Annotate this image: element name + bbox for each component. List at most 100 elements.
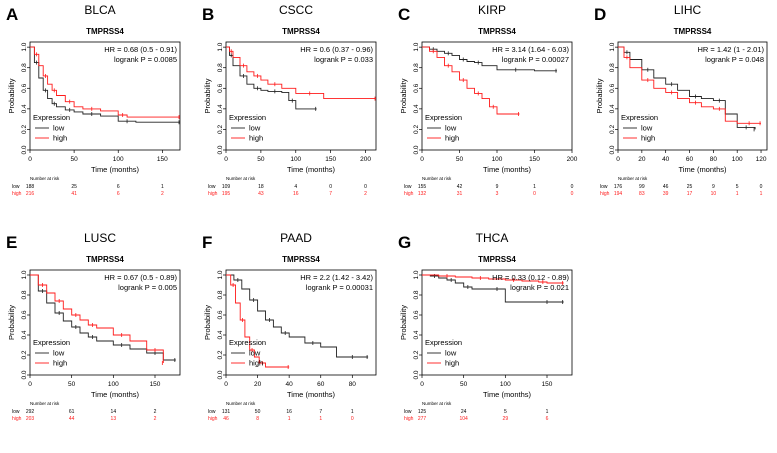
risk-high-count: 3	[496, 191, 499, 197]
risk-low-count: 46	[663, 184, 669, 190]
y-axis-label: Probability	[399, 78, 408, 113]
risk-high-count: 0	[351, 416, 354, 422]
risk-low-count: 109	[222, 184, 231, 190]
y-tick-label: 0.0	[609, 145, 616, 154]
panel-letter: C	[398, 5, 410, 24]
panel-cscc: B CSCC TMPRSS4 0.0 0.2 0.4 0.6 0.8 1.0 Probabilit…	[202, 3, 377, 197]
cancer-title: LIHC	[674, 3, 702, 17]
risk-low-count: 1	[546, 409, 549, 415]
y-axis-label: Probability	[399, 305, 408, 340]
y-tick-label: 0.4	[413, 330, 420, 339]
hazard-ratio: HR = 0.68 (0.5 - 0.91)	[104, 45, 177, 54]
hazard-ratio: HR = 0.33 (0.12 - 0.89)	[492, 273, 569, 282]
risk-high-count: 83	[639, 191, 645, 197]
risk-low-count: 176	[614, 184, 623, 190]
x-tick-label: 50	[71, 156, 79, 163]
x-axis-label: Time (months)	[91, 390, 140, 399]
x-tick-label: 150	[529, 156, 540, 163]
y-tick-label: 0.4	[217, 104, 224, 113]
risk-high-count: 46	[223, 416, 229, 422]
panel-letter: B	[202, 5, 214, 24]
y-tick-label: 0.2	[21, 350, 28, 359]
y-tick-label: 0.4	[217, 330, 224, 339]
y-tick-label: 1.0	[609, 42, 616, 51]
x-tick-label: 100	[108, 381, 119, 388]
risk-high-count: 203	[26, 416, 35, 422]
y-tick-label: 0.4	[609, 104, 616, 113]
risk-low-count: 0	[364, 184, 367, 190]
x-tick-label: 0	[420, 381, 424, 388]
risk-high-count: 277	[418, 416, 427, 422]
x-tick-label: 50	[456, 156, 464, 163]
y-tick-label: 1.0	[217, 270, 224, 279]
x-tick-label: 80	[710, 156, 718, 163]
risk-low-count: 25	[71, 184, 77, 190]
legend-title: Expression	[229, 338, 266, 347]
y-tick-label: 0.6	[21, 310, 28, 319]
risk-low-count: 9	[712, 184, 715, 190]
y-tick-label: 1.0	[217, 42, 224, 51]
risk-high-count: 195	[222, 191, 231, 197]
y-tick-label: 1.0	[413, 42, 420, 51]
risk-low-count: 4	[294, 184, 297, 190]
y-tick-label: 1.0	[21, 42, 28, 51]
legend-label-high: high	[53, 134, 67, 143]
x-tick-label: 60	[317, 381, 325, 388]
plot-frame	[617, 41, 768, 151]
risk-high-count: 1	[288, 416, 291, 422]
panel-letter: G	[398, 233, 411, 252]
risk-low-count: 50	[255, 409, 261, 415]
y-tick-label: 0.4	[413, 104, 420, 113]
y-tick-label: 0.8	[609, 63, 616, 72]
legend-title: Expression	[425, 338, 462, 347]
y-tick-label: 0.4	[21, 330, 28, 339]
risk-high-count: 17	[687, 191, 693, 197]
y-axis-label: Probability	[203, 78, 212, 113]
y-tick-label: 0.0	[413, 370, 420, 379]
risk-low-count: 1	[351, 409, 354, 415]
risk-high-count: 1	[760, 191, 763, 197]
legend-title: Expression	[33, 338, 70, 347]
risk-low-count: 125	[418, 409, 427, 415]
risk-low-count: 2	[154, 409, 157, 415]
risk-row-label-high: high	[12, 416, 22, 422]
legend-label-high: high	[445, 134, 459, 143]
risk-high-count: 6	[117, 191, 120, 197]
km-curve-low	[226, 46, 317, 110]
y-tick-label: 0.8	[21, 290, 28, 299]
legend-label-low: low	[445, 349, 457, 358]
legend-title: Expression	[425, 113, 462, 122]
x-tick-label: 200	[567, 156, 578, 163]
risk-high-count: 104	[459, 416, 468, 422]
risk-row-label-low: low	[208, 184, 216, 190]
y-tick-label: 0.8	[413, 63, 420, 72]
x-tick-label: 50	[460, 381, 468, 388]
y-tick-label: 0.0	[413, 145, 420, 154]
y-tick-label: 0.6	[217, 310, 224, 319]
gene-title: TMPRSS4	[282, 255, 320, 264]
panel-letter: D	[594, 5, 606, 24]
y-tick-label: 0.8	[21, 63, 28, 72]
risk-low-count: 99	[639, 184, 645, 190]
y-tick-label: 1.0	[21, 270, 28, 279]
risk-high-count: 1	[736, 191, 739, 197]
legend-label-low: low	[445, 124, 457, 133]
risk-table-header: Number at risk	[226, 176, 256, 181]
risk-high-count: 7	[329, 191, 332, 197]
risk-low-count: 16	[286, 409, 292, 415]
panel-lusc: E LUSC TMPRSS4 0.0 0.2 0.4 0.6 0.8 1.0 Probabilit…	[6, 231, 181, 422]
risk-low-count: 292	[26, 409, 35, 415]
risk-row-label-low: low	[12, 409, 20, 415]
legend-title: Expression	[33, 113, 70, 122]
risk-high-count: 216	[26, 191, 35, 197]
legend-label-high: high	[249, 359, 263, 368]
y-tick-label: 0.2	[609, 125, 616, 134]
x-tick-label: 0	[224, 156, 228, 163]
legend-label-low: low	[53, 349, 65, 358]
logrank-p: logrank P = 0.021	[510, 283, 569, 292]
logrank-p: logrank P = 0.00031	[306, 283, 373, 292]
x-axis-label: Time (months)	[483, 390, 532, 399]
panel-letter: A	[6, 5, 18, 24]
legend-label-high: high	[641, 134, 655, 143]
